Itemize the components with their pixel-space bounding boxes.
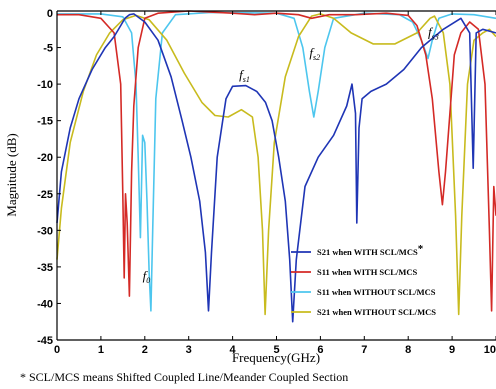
y-tick-label: -5 [43,43,53,55]
x-tick-label: 5 [273,344,279,356]
x-tick-label: 7 [361,344,367,356]
x-axis-label: Frequency(GHz) [232,350,320,365]
frequency-annotation: fs1 [239,67,250,84]
frequency-annotation: f0 [143,268,151,285]
annotation-layer: f0 fs1 fs2 fs3 [143,25,439,285]
series-line-1 [56,13,496,323]
y-axis-label: Magnitude (dB) [4,133,19,216]
series-layer [56,10,496,323]
x-tick-label: 0 [54,344,60,356]
frequency-annotation: fs2 [309,45,320,62]
legend-label: S21 when WITH SCL/MCS* [317,243,424,257]
series-line-4 [56,13,496,316]
x-tick-label: 4 [230,344,237,356]
frequency-annotation: fs3 [428,25,439,42]
y-tick-label: -15 [37,116,53,128]
y-tick-label: -30 [37,225,53,237]
x-tick-label: 2 [142,344,148,356]
footnote: * SCL/MCS means Shifted Coupled Line/Mea… [20,370,349,384]
y-tick-label: -45 [37,335,53,347]
y-tick-label: -40 [37,298,53,310]
tick-layer: 0 1 2 3 4 5 6 7 8 9 10 0 -5 -10 -15 -20 -25 -30 -35 -40 -45 [37,8,496,356]
legend: S21 when WITH SCL/MCS* S11 when WITH SCL/… [291,243,436,317]
legend-label: S11 when WITHOUT SCL/MCS [317,287,436,297]
series-line-2 [57,10,496,312]
legend-label: S21 when WITHOUT SCL/MCS [317,307,436,317]
x-tick-label: 6 [317,344,323,356]
y-tick-label: -10 [37,79,53,91]
legend-label: S11 when WITH SCL/MCS [317,267,417,277]
y-tick-label: -20 [37,152,53,164]
x-tick-label: 8 [405,344,411,356]
x-tick-label: 3 [186,344,192,356]
x-tick-label: 9 [449,344,455,356]
y-tick-label: -35 [37,262,53,274]
y-tick-label: 0 [47,8,53,20]
x-tick-label: 10 [484,344,496,356]
y-tick-label: -25 [37,189,53,201]
x-tick-label: 1 [98,344,104,356]
